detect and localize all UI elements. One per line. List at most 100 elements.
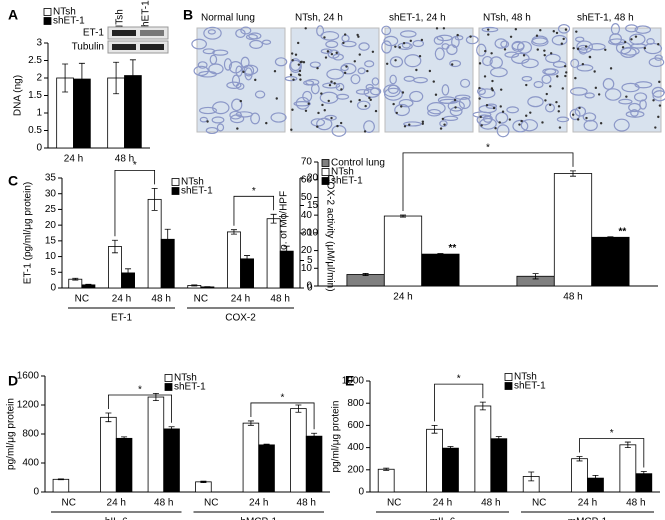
- tissue: [363, 86, 381, 98]
- tissue: [310, 83, 320, 95]
- bar: [258, 444, 275, 493]
- bar: [240, 258, 254, 289]
- error-bar: [576, 456, 583, 462]
- y-axis-label: pg/ml/μg protein: [6, 398, 17, 470]
- error-bar: [200, 480, 207, 483]
- error-bar: [437, 253, 444, 256]
- y-tick-label: 3: [36, 38, 42, 49]
- error-bar: [607, 236, 614, 239]
- tissue: [320, 48, 333, 54]
- stained-cell: [385, 62, 389, 65]
- y-tick-label: 0: [50, 283, 56, 294]
- stained-cell: [536, 48, 539, 51]
- bar: [377, 468, 395, 493]
- bar: [490, 438, 508, 493]
- tissue: [336, 93, 350, 100]
- bar: [635, 473, 653, 493]
- stained-cell: [450, 63, 454, 66]
- tissue: [556, 116, 570, 123]
- tissue: [652, 90, 665, 102]
- tissue: [350, 74, 361, 85]
- tissue: [576, 40, 593, 54]
- tissue: [355, 89, 370, 95]
- stained-cell: [298, 69, 302, 73]
- bar: [266, 218, 281, 289]
- stained-cell: [239, 99, 242, 103]
- stained-cell: [323, 36, 326, 39]
- group-label: hIL-6: [105, 517, 128, 520]
- y-tick-label: 1600: [17, 371, 40, 382]
- y-tick-label: 0: [36, 143, 42, 154]
- stained-cell: [588, 55, 592, 59]
- significance: *: [457, 374, 461, 385]
- stained-cell: [544, 99, 547, 102]
- bar: [195, 481, 212, 493]
- stained-cell: [395, 111, 398, 115]
- error-bar: [247, 420, 254, 426]
- stained-cell: [336, 124, 339, 128]
- x-tick-label: 48 h: [151, 294, 170, 305]
- image-label: shET-1, 48 h: [577, 13, 634, 24]
- legend-label: shET-1: [174, 382, 206, 393]
- stained-cell: [578, 106, 581, 110]
- stained-cell: [469, 35, 472, 38]
- legend-swatch: [321, 177, 330, 185]
- bar: [242, 422, 260, 493]
- x-tick-label: 24 h: [433, 498, 452, 509]
- stained-cell: [555, 100, 558, 104]
- y-tick-label: 400: [347, 442, 364, 453]
- stained-cell: [326, 50, 330, 53]
- stained-cell: [340, 88, 343, 91]
- stained-cell: [342, 41, 345, 45]
- y-tick-label: 50: [301, 192, 313, 203]
- stained-cell: [486, 28, 490, 31]
- tissue: [449, 59, 462, 68]
- y-tick-label: 1.5: [28, 90, 42, 101]
- x-tick-label: 24 h: [107, 498, 126, 509]
- tissue: [648, 57, 665, 68]
- significance: **: [619, 226, 627, 237]
- stained-cell: [478, 62, 482, 65]
- error-bar: [244, 255, 251, 263]
- error-bar: [121, 436, 128, 441]
- stained-cell: [442, 27, 446, 30]
- tissue: [481, 26, 499, 33]
- stained-cell: [498, 121, 501, 124]
- significance: *: [610, 428, 614, 439]
- stained-cell: [491, 89, 494, 92]
- tissue: [569, 87, 588, 96]
- tissue: [235, 111, 253, 118]
- tissue: [485, 103, 497, 109]
- error-bar: [362, 273, 369, 276]
- legend-swatch: [43, 8, 52, 16]
- tissue: [511, 40, 525, 52]
- tissue: [389, 74, 397, 85]
- stained-cell: [563, 64, 567, 68]
- stained-cell: [345, 65, 348, 68]
- y-axis-label: No. of Mϕ/HPF: [279, 191, 290, 257]
- tissue: [207, 29, 216, 35]
- tissue: [545, 53, 561, 64]
- stained-cell: [302, 61, 306, 64]
- blot-column: NTsh: [115, 9, 126, 32]
- stained-cell: [525, 83, 528, 87]
- tissue: [403, 121, 422, 127]
- error-bar: [295, 404, 302, 413]
- tissue: [533, 80, 544, 89]
- legend-label: NTsh: [174, 373, 197, 384]
- tissue: [371, 77, 380, 86]
- error-bar: [113, 61, 120, 95]
- tissue: [646, 38, 655, 45]
- stained-cell: [508, 118, 512, 121]
- stained-cell: [289, 73, 293, 77]
- tissue: [584, 92, 595, 99]
- stained-cell: [492, 106, 496, 110]
- tissue: [541, 74, 552, 85]
- stained-cell: [624, 40, 627, 44]
- error-bar: [85, 283, 92, 286]
- tissue: [340, 64, 349, 72]
- stained-cell: [304, 27, 307, 30]
- tissue: [544, 68, 559, 76]
- tissue: [634, 81, 653, 89]
- stained-cell: [514, 28, 518, 31]
